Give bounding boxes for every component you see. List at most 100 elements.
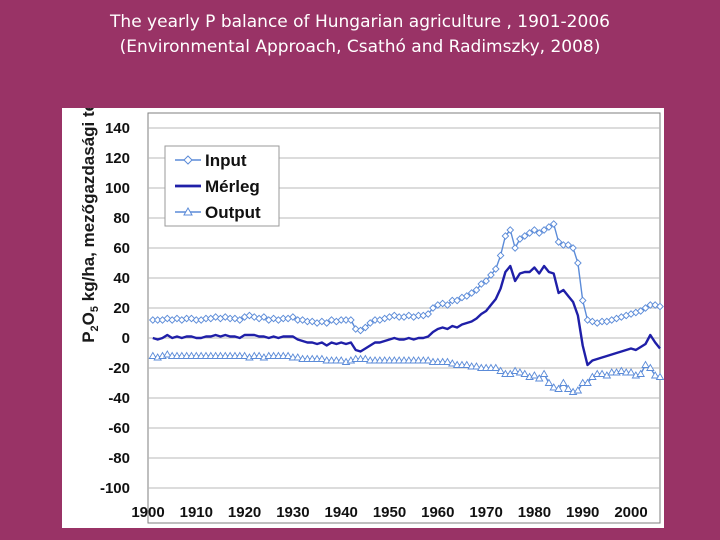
data-point	[574, 259, 582, 267]
y-tick-label: 80	[113, 210, 130, 227]
legend: Input Mérleg Output	[164, 145, 280, 227]
x-tick-label: 1910	[180, 504, 213, 521]
y-tick-label: 100	[105, 180, 130, 197]
data-point	[530, 226, 539, 234]
data-point	[308, 317, 317, 326]
data-point	[283, 351, 293, 359]
data-point	[650, 371, 660, 379]
x-tick-label: 1960	[421, 504, 454, 521]
x-tick-labels: 1900 1910 1920 1930 1940 1950 1960 1970 1980 1990…	[131, 504, 647, 521]
data-point	[569, 244, 577, 252]
x-tick-label: 1970	[469, 504, 502, 521]
data-point	[423, 356, 433, 364]
data-point	[472, 286, 481, 294]
x-tick-label: 1980	[518, 504, 551, 521]
data-point	[318, 317, 326, 326]
x-tick-label: 1990	[566, 504, 599, 521]
data-point	[254, 351, 264, 359]
data-point	[491, 363, 501, 371]
data-point	[539, 369, 549, 377]
y-tick-label: 60	[113, 240, 130, 257]
x-tick-label: 2000	[614, 504, 647, 521]
data-point	[535, 229, 544, 237]
data-point	[520, 232, 529, 240]
data-point	[544, 378, 554, 386]
data-point	[583, 316, 592, 324]
data-point	[462, 292, 471, 300]
y-tick-label: 120	[105, 150, 130, 167]
data-point	[636, 307, 645, 315]
ylabel-part-o: O	[79, 312, 98, 325]
y-tick-label: 40	[113, 270, 130, 287]
data-point	[235, 316, 244, 324]
data-point	[515, 368, 525, 376]
data-point	[240, 351, 249, 359]
data-point	[424, 310, 432, 318]
data-point	[511, 244, 519, 252]
data-point	[564, 241, 573, 249]
data-point	[510, 366, 520, 374]
data-point	[477, 280, 486, 288]
data-point	[462, 360, 472, 368]
data-point	[636, 369, 645, 377]
data-point	[573, 386, 583, 394]
data-point	[578, 296, 587, 305]
x-tick-label: 1900	[131, 504, 164, 521]
line-chart: P2O5 kg/ha, mezőgazdasági területen 1401…	[79, 108, 664, 524]
data-point	[501, 232, 510, 240]
legend-label-input: Input	[205, 151, 247, 170]
gridlines	[148, 127, 660, 489]
data-point	[163, 314, 172, 323]
slide-title: The yearly P balance of Hungarian agricu…	[0, 10, 720, 60]
y-tick-label: 140	[105, 120, 130, 137]
chart-panel: P2O5 kg/ha, mezőgazdasági területen 140 1…	[62, 108, 664, 528]
y-tick-label: -20	[108, 360, 130, 377]
data-point	[298, 316, 307, 324]
series-group	[148, 220, 664, 395]
data-point	[448, 359, 457, 367]
data-point	[487, 271, 495, 279]
series-input	[148, 220, 664, 335]
x-tick-label: 1950	[373, 504, 406, 521]
data-point	[482, 277, 490, 285]
data-point	[656, 302, 664, 311]
data-point	[429, 304, 437, 312]
data-point	[336, 356, 346, 364]
legend-label-merleg: Mérleg	[205, 177, 260, 196]
data-point	[347, 316, 355, 324]
series-output	[148, 350, 664, 395]
legend-marker-input	[183, 155, 193, 165]
data-point	[545, 223, 553, 231]
data-point	[496, 251, 505, 260]
data-point	[646, 363, 655, 371]
y-tick-label: -100	[100, 480, 130, 497]
data-point	[438, 299, 447, 308]
data-point	[361, 354, 370, 362]
title-line-2: (Environmental Approach, Csathó and Radi…	[119, 37, 601, 57]
data-point	[221, 313, 230, 321]
data-point	[269, 314, 278, 323]
data-point	[289, 313, 297, 321]
data-point	[491, 265, 500, 273]
series-merleg	[152, 264, 661, 367]
ylabel-part-sub2: 2	[89, 325, 101, 331]
data-point	[443, 357, 452, 365]
data-point	[549, 383, 559, 391]
x-tick-label: 1940	[325, 504, 358, 521]
data-point	[554, 384, 563, 392]
data-point	[583, 378, 592, 386]
data-point	[173, 314, 181, 323]
y-tick-label: 0	[122, 330, 130, 347]
data-point	[617, 366, 626, 374]
x-tick-label: 1920	[228, 504, 261, 521]
data-point	[163, 350, 172, 358]
data-point	[366, 319, 375, 327]
data-point	[231, 314, 239, 323]
data-point	[540, 226, 548, 234]
data-point	[597, 369, 607, 377]
y-tick-label: -40	[108, 390, 130, 407]
data-point	[356, 326, 365, 335]
data-point	[641, 360, 650, 368]
data-point	[453, 296, 461, 305]
data-point	[520, 369, 530, 377]
